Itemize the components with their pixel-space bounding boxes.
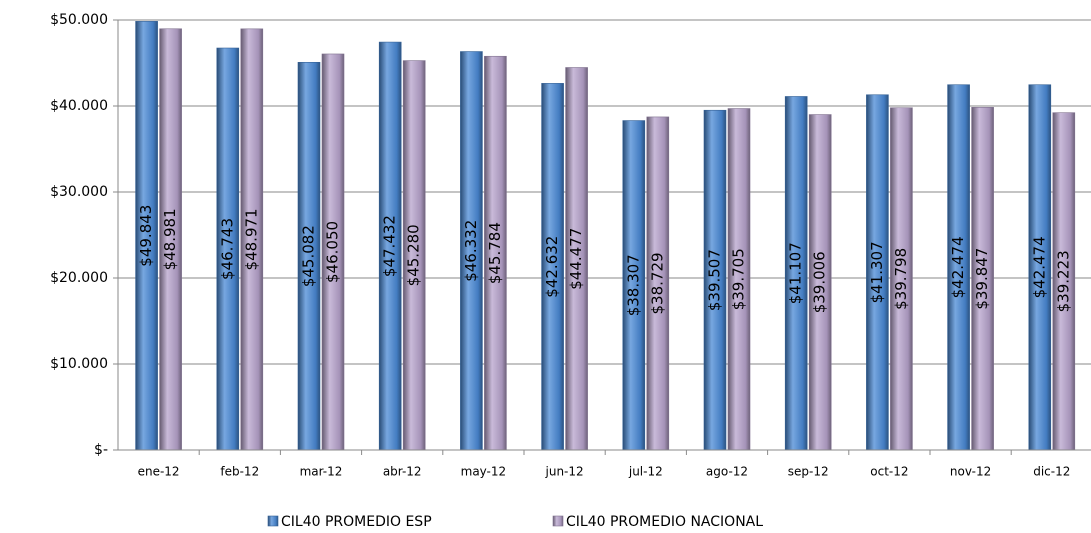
x-tick-label: mar-12: [300, 465, 343, 479]
data-label: $41.107: [787, 242, 805, 304]
legend-swatch: [267, 515, 279, 527]
x-tick-label: may-12: [461, 465, 507, 479]
data-label: $39.798: [892, 248, 910, 310]
data-label: $39.847: [973, 248, 991, 310]
data-label: $47.432: [381, 215, 399, 277]
data-label: $45.280: [405, 224, 423, 286]
data-label: $42.474: [1030, 236, 1048, 298]
y-tick-label: $20.000: [50, 270, 108, 286]
data-label: $45.082: [300, 225, 318, 287]
y-tick-label: $10.000: [50, 356, 108, 372]
legend-swatch: [552, 515, 564, 527]
legend-label: CIL40 PROMEDIO ESP: [281, 514, 432, 530]
x-tick-label: feb-12: [220, 465, 259, 479]
data-label: $39.006: [811, 251, 829, 313]
y-tick-label: $40.000: [50, 98, 108, 114]
x-tick-label: jun-12: [545, 465, 584, 479]
x-tick-label: ene-12: [138, 465, 180, 479]
data-label: $39.705: [730, 248, 748, 310]
data-label: $48.981: [161, 208, 179, 270]
x-tick-label: jul-12: [628, 465, 663, 479]
data-label: $38.729: [648, 252, 666, 314]
data-label: $44.477: [567, 228, 585, 290]
data-label: $38.307: [624, 254, 642, 316]
data-label: $46.743: [218, 218, 236, 280]
data-label: $39.507: [706, 249, 724, 311]
x-tick-label: sep-12: [788, 465, 829, 479]
data-label: $46.050: [324, 221, 342, 283]
data-label: $49.843: [137, 205, 155, 267]
data-label: $45.784: [486, 222, 504, 284]
y-tick-label: $30.000: [50, 184, 108, 200]
data-label: $41.307: [868, 241, 886, 303]
x-tick-label: oct-12: [870, 465, 908, 479]
data-label: $48.971: [242, 208, 260, 270]
x-tick-label: abr-12: [383, 465, 422, 479]
x-tick-label: nov-12: [950, 465, 991, 479]
x-tick-label: ago-12: [706, 465, 748, 479]
legend-label: CIL40 PROMEDIO NACIONAL: [566, 514, 763, 530]
data-label: $46.332: [462, 220, 480, 282]
data-label: $42.632: [543, 236, 561, 298]
x-tick-label: dic-12: [1033, 465, 1070, 479]
data-label: $39.223: [1054, 250, 1072, 312]
y-tick-label: $-: [94, 442, 108, 458]
data-label: $42.474: [949, 236, 967, 298]
y-tick-label: $50.000: [50, 12, 108, 28]
